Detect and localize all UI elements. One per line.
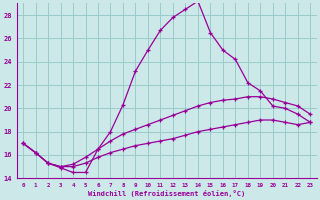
X-axis label: Windchill (Refroidissement éolien,°C): Windchill (Refroidissement éolien,°C) (88, 190, 245, 197)
